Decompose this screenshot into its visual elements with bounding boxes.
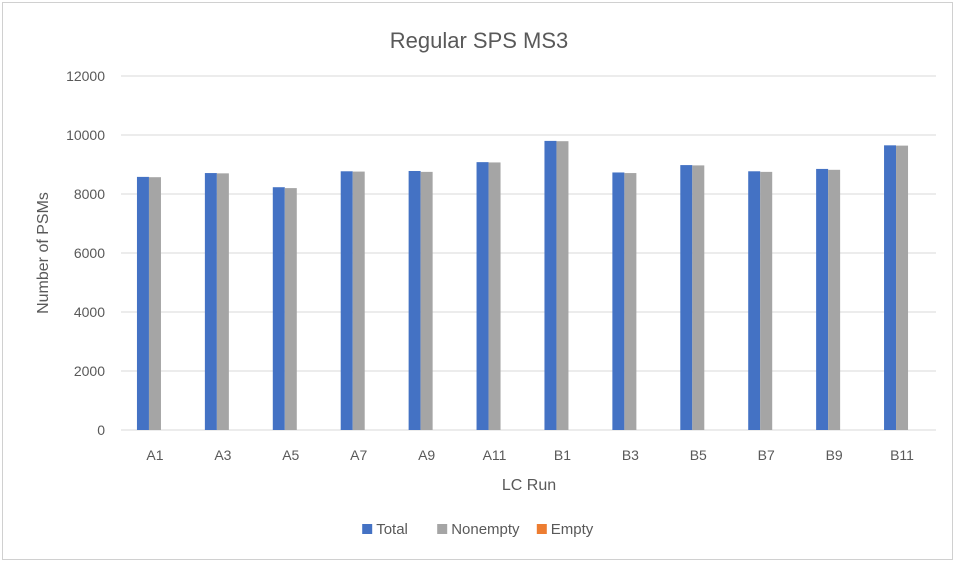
x-tick-label: A1 — [146, 447, 163, 463]
y-tick-label: 0 — [97, 422, 105, 438]
bar-total-b7 — [748, 171, 761, 430]
bar-nonempty-a1 — [148, 177, 161, 430]
x-axis-ticks: A1 A3 A5 A7 A9 A11 B1 B3 B5 B7 B9 B11 — [146, 447, 914, 463]
x-tick-label: B7 — [758, 447, 775, 463]
legend-label-total: Total — [376, 521, 408, 538]
bar-nonempty-a11 — [488, 162, 501, 430]
x-tick-label: A3 — [214, 447, 231, 463]
x-tick-label: A5 — [282, 447, 299, 463]
bar-total-b1 — [544, 140, 557, 430]
legend-swatch-total — [362, 524, 373, 534]
gridlines — [121, 75, 936, 431]
bar-nonempty-a5 — [284, 188, 297, 430]
legend-swatch-nonempty — [437, 524, 448, 534]
y-tick-label: 2000 — [74, 363, 105, 379]
bar-total-a9 — [408, 170, 421, 431]
bar-nonempty-b1 — [556, 141, 569, 430]
legend-swatch-empty — [536, 524, 547, 534]
x-tick-label: A9 — [418, 447, 435, 463]
bar-nonempty-b5 — [692, 165, 705, 430]
bar-total-a3 — [204, 173, 217, 430]
bar-nonempty-b9 — [828, 169, 841, 430]
bar-total-b9 — [816, 168, 829, 431]
y-tick-label: 6000 — [74, 245, 105, 261]
y-tick-label: 10000 — [66, 127, 105, 143]
bar-total-b3 — [612, 172, 625, 430]
legend-label-nonempty: Nonempty — [451, 521, 520, 538]
legend: Total Nonempty Empty — [362, 521, 594, 538]
y-axis-ticks: 0 2000 4000 6000 8000 10000 12000 — [66, 68, 105, 438]
x-tick-label: B3 — [622, 447, 639, 463]
x-axis-title: LC Run — [502, 477, 556, 494]
x-tick-label: B5 — [690, 447, 707, 463]
bar-nonempty-b11 — [896, 145, 909, 430]
bar-total-a5 — [272, 187, 285, 430]
bar-chart: Regular SPS MS3 0 2000 4000 6000 8000 10000 12… — [35, 28, 936, 538]
legend-label-empty: Empty — [551, 521, 594, 538]
y-tick-label: 4000 — [74, 304, 105, 320]
bar-total-a11 — [476, 162, 489, 430]
bar-total-a7 — [340, 171, 353, 430]
x-tick-label: B9 — [826, 447, 843, 463]
bar-nonempty-a9 — [420, 171, 433, 430]
x-tick-label: A11 — [483, 447, 507, 463]
y-tick-label: 8000 — [74, 186, 105, 202]
bar-total-a1 — [136, 176, 149, 430]
chart-title: Regular SPS MS3 — [390, 28, 569, 53]
bar-nonempty-b7 — [760, 171, 773, 430]
x-tick-label: A7 — [350, 447, 367, 463]
bar-nonempty-a7 — [352, 171, 365, 430]
y-axis-title: Number of PSMs — [35, 192, 52, 314]
bars — [136, 140, 909, 431]
bar-nonempty-a3 — [216, 173, 229, 430]
bar-nonempty-b3 — [624, 173, 637, 430]
bar-total-b5 — [680, 165, 693, 430]
y-tick-label: 12000 — [66, 68, 105, 84]
bar-total-b11 — [884, 145, 897, 430]
x-tick-label: B1 — [554, 447, 571, 463]
x-tick-label: B11 — [890, 447, 914, 463]
